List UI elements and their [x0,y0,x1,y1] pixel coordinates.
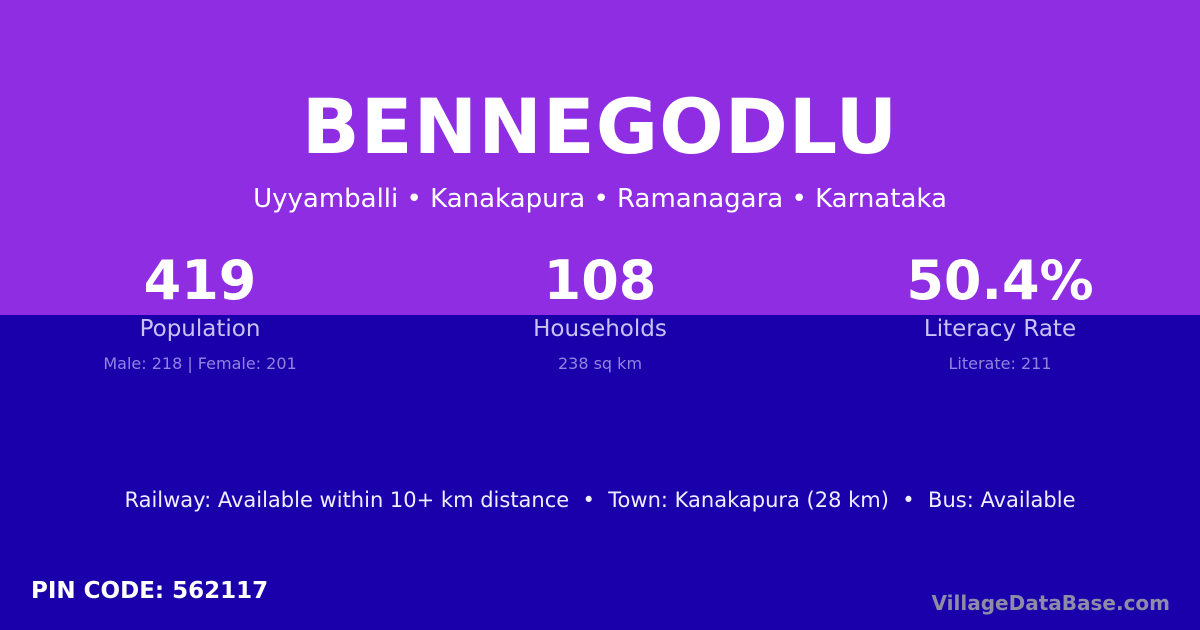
stat-detail: 238 sq km [557,354,643,373]
stat-label: Households [533,316,667,342]
stat-label: Literacy Rate [923,316,1077,342]
stat-population: 419 Population Male: 218 | Female: 201 [0,250,400,376]
stat-detail: Literate: 211 [948,354,1052,373]
village-name: BENNEGODLU [301,82,899,171]
stat-households: 108 Households 238 sq km [400,250,800,376]
stat-value: 108 [543,249,657,312]
stat-value: 50.4% [906,249,1094,312]
stat-literacy: 50.4% Literacy Rate Literate: 211 [800,250,1200,376]
facilities-line: Railway: Available within 10+ km distanc… [124,488,1076,512]
brand-logo: VillageDataBase.com [931,591,1170,615]
header-band [0,0,1200,315]
stat-label: Population [139,316,261,342]
stat-value: 419 [143,249,257,312]
stat-detail: Male: 218 | Female: 201 [103,354,297,373]
location-breadcrumb: Uyyamballi • Kanakapura • Ramanagara • K… [253,184,947,214]
pin-code: PIN CODE: 562117 [31,578,269,604]
